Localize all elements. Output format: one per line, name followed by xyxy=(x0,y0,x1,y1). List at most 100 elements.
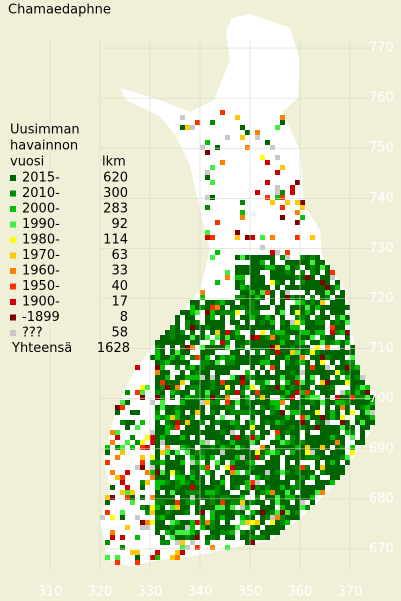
cell xyxy=(235,295,240,300)
cell xyxy=(205,400,210,405)
cell xyxy=(300,425,305,430)
cell xyxy=(285,440,290,445)
cell xyxy=(240,465,245,470)
cell xyxy=(275,265,280,270)
cell xyxy=(175,330,180,335)
cell xyxy=(115,445,120,450)
cell xyxy=(185,395,190,400)
cell xyxy=(230,320,235,325)
cell xyxy=(305,440,310,445)
cell xyxy=(295,350,300,355)
cell xyxy=(305,420,310,425)
cell xyxy=(210,390,215,395)
cell xyxy=(270,330,275,335)
cell xyxy=(210,470,215,475)
cell xyxy=(185,510,190,515)
cell xyxy=(275,190,280,195)
cell xyxy=(170,520,175,525)
cell xyxy=(325,285,330,290)
cell xyxy=(300,450,305,455)
cell xyxy=(195,300,200,305)
cell xyxy=(290,425,295,430)
cell xyxy=(295,480,300,485)
cell xyxy=(245,460,250,465)
cell xyxy=(320,425,325,430)
cell xyxy=(255,490,260,495)
cell xyxy=(300,215,305,220)
cell xyxy=(335,475,340,480)
cell xyxy=(220,380,225,385)
cell xyxy=(235,340,240,345)
cell xyxy=(280,275,285,280)
cell xyxy=(230,380,235,385)
cell xyxy=(350,370,355,375)
cell xyxy=(225,385,230,390)
cell xyxy=(250,405,255,410)
cell xyxy=(110,530,115,535)
cell xyxy=(345,380,350,385)
cell xyxy=(220,510,225,515)
cell xyxy=(310,435,315,440)
legend-count: 17 xyxy=(111,295,128,310)
cell xyxy=(325,470,330,475)
cell xyxy=(280,420,285,425)
cell xyxy=(330,385,335,390)
cell xyxy=(160,535,165,540)
legend-swatch xyxy=(10,268,16,274)
cell xyxy=(330,425,335,430)
cell xyxy=(230,470,235,475)
cell xyxy=(315,300,320,305)
cell xyxy=(235,275,240,280)
cell xyxy=(190,380,195,385)
cell xyxy=(235,485,240,490)
cell xyxy=(215,445,220,450)
cell xyxy=(270,470,275,475)
cell xyxy=(190,530,195,535)
cell xyxy=(175,355,180,360)
cell xyxy=(220,335,225,340)
cell xyxy=(345,305,350,310)
cell xyxy=(205,450,210,455)
cell xyxy=(185,415,190,420)
cell xyxy=(190,405,195,410)
cell xyxy=(290,330,295,335)
cell xyxy=(155,505,160,510)
cell xyxy=(195,120,200,125)
cell xyxy=(295,335,300,340)
cell xyxy=(235,420,240,425)
cell xyxy=(270,145,275,150)
cell xyxy=(295,425,300,430)
cell xyxy=(265,370,270,375)
cell xyxy=(175,340,180,345)
cell xyxy=(275,485,280,490)
cell xyxy=(295,410,300,415)
cell xyxy=(180,395,185,400)
cell xyxy=(245,370,250,375)
cell xyxy=(195,325,200,330)
cell xyxy=(155,475,160,480)
cell xyxy=(225,455,230,460)
cell xyxy=(350,345,355,350)
cell xyxy=(280,310,285,315)
cell xyxy=(270,405,275,410)
cell xyxy=(240,290,245,295)
cell xyxy=(200,405,205,410)
legend-count: 8 xyxy=(120,310,128,325)
cell xyxy=(195,460,200,465)
cell xyxy=(265,530,270,535)
cell xyxy=(150,520,155,525)
cell xyxy=(185,335,190,340)
cell xyxy=(275,465,280,470)
cell xyxy=(285,340,290,345)
cell xyxy=(340,400,345,405)
cell xyxy=(285,445,290,450)
cell xyxy=(205,345,210,350)
cell xyxy=(300,330,305,335)
cell xyxy=(295,200,300,205)
cell xyxy=(285,465,290,470)
legend-count: 300 xyxy=(103,186,128,201)
cell xyxy=(300,270,305,275)
cell xyxy=(285,370,290,375)
cell xyxy=(240,280,245,285)
cell xyxy=(270,490,275,495)
